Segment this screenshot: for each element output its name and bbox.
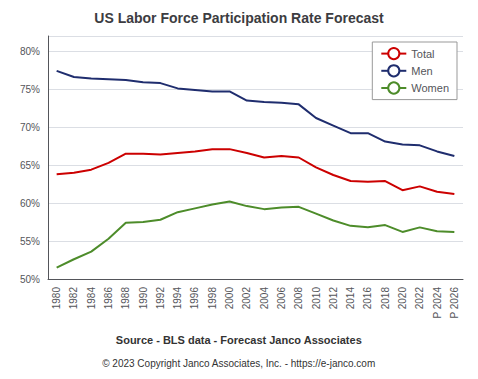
svg-text:75%: 75% <box>20 84 40 95</box>
svg-text:P 2024: P 2024 <box>432 287 443 319</box>
svg-text:US Labor Force Participation R: US Labor Force Participation Rate Foreca… <box>94 10 384 26</box>
svg-text:Source - BLS data - Forecast J: Source - BLS data - Forecast Janco Assoc… <box>116 334 362 346</box>
svg-text:Men: Men <box>411 65 432 77</box>
svg-text:70%: 70% <box>20 122 40 133</box>
svg-text:1994: 1994 <box>172 287 183 310</box>
svg-text:80%: 80% <box>20 46 40 57</box>
svg-text:P 2026: P 2026 <box>449 287 460 319</box>
svg-text:1996: 1996 <box>189 287 200 310</box>
svg-text:Women: Women <box>411 82 449 94</box>
svg-text:2000: 2000 <box>224 287 235 310</box>
svg-text:55%: 55% <box>20 236 40 247</box>
svg-text:2014: 2014 <box>345 287 356 310</box>
svg-text:60%: 60% <box>20 198 40 209</box>
svg-text:2016: 2016 <box>362 287 373 310</box>
svg-text:1998: 1998 <box>207 287 218 310</box>
svg-text:2018: 2018 <box>380 287 391 310</box>
svg-text:Total: Total <box>411 48 434 60</box>
svg-text:2004: 2004 <box>259 287 270 310</box>
svg-text:1980: 1980 <box>51 287 62 310</box>
svg-text:1992: 1992 <box>155 287 166 310</box>
svg-text:2002: 2002 <box>241 287 252 310</box>
svg-text:1984: 1984 <box>86 287 97 310</box>
svg-text:2008: 2008 <box>293 287 304 310</box>
svg-text:65%: 65% <box>20 160 40 171</box>
svg-text:1982: 1982 <box>68 287 79 310</box>
svg-text:1986: 1986 <box>103 287 114 310</box>
svg-text:1988: 1988 <box>120 287 131 310</box>
svg-text:2012: 2012 <box>328 287 339 310</box>
svg-text:1990: 1990 <box>138 287 149 310</box>
svg-text:2006: 2006 <box>276 287 287 310</box>
svg-text:2022: 2022 <box>414 287 425 310</box>
svg-text:2020: 2020 <box>397 287 408 310</box>
svg-text:50%: 50% <box>20 274 40 285</box>
svg-text:© 2023 Copyright Janco Associa: © 2023 Copyright Janco Associates, Inc. … <box>102 358 375 369</box>
svg-text:2010: 2010 <box>311 287 322 310</box>
